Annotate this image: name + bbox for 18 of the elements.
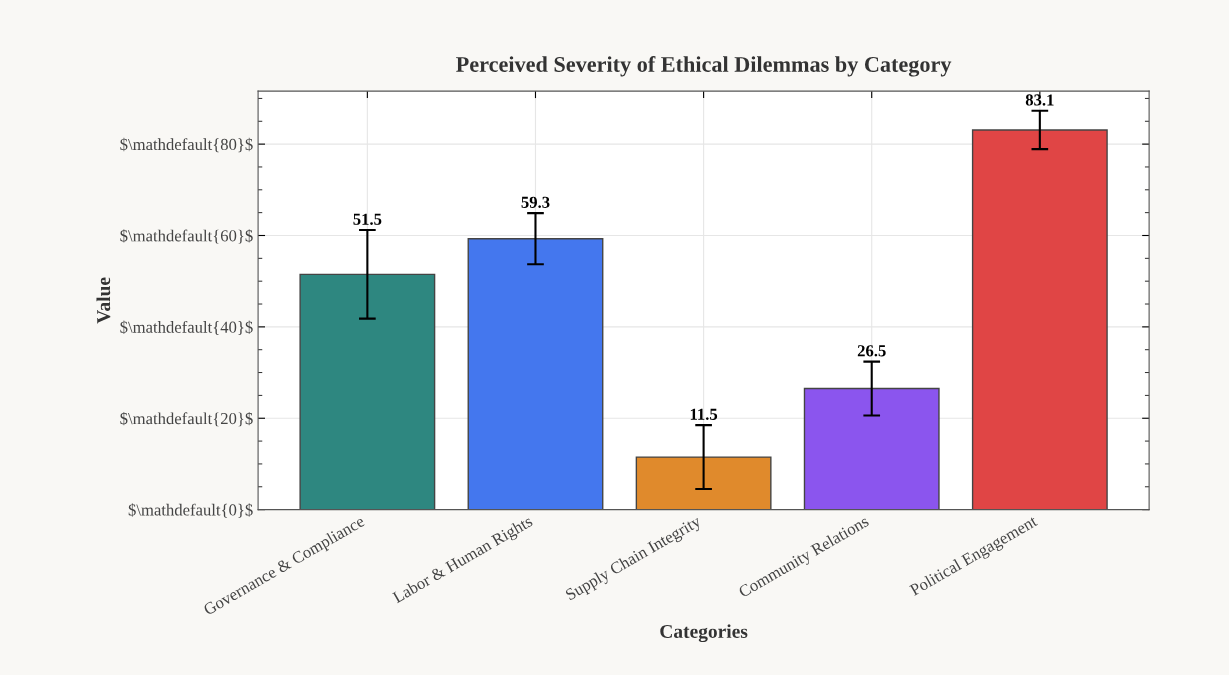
- y-tick-label: $\mathdefault{80}$: [120, 137, 253, 153]
- y-tick-label: $\mathdefault{60}$: [120, 229, 253, 244]
- y-axis-title: Value: [96, 277, 111, 324]
- data-label: 51.5: [353, 213, 382, 225]
- chart-title: Perceived Severity of Ethical Dilemmas by Category: [456, 56, 952, 77]
- data-label: 59.3: [521, 196, 550, 208]
- bar: [299, 273, 436, 510]
- x-axis-title: Categories: [660, 624, 748, 643]
- bar: [803, 387, 940, 510]
- y-tick-label: $\mathdefault{20}$: [120, 411, 253, 427]
- bar: [635, 456, 772, 510]
- bar: [467, 238, 604, 510]
- y-tick-label: $\mathdefault{40}$: [120, 320, 253, 335]
- data-label: 11.5: [690, 408, 718, 420]
- bar: [971, 129, 1108, 510]
- y-tick-label: $\mathdefault{0}$: [128, 503, 253, 518]
- data-label: 26.5: [857, 345, 886, 357]
- data-label: 83.1: [1025, 94, 1054, 106]
